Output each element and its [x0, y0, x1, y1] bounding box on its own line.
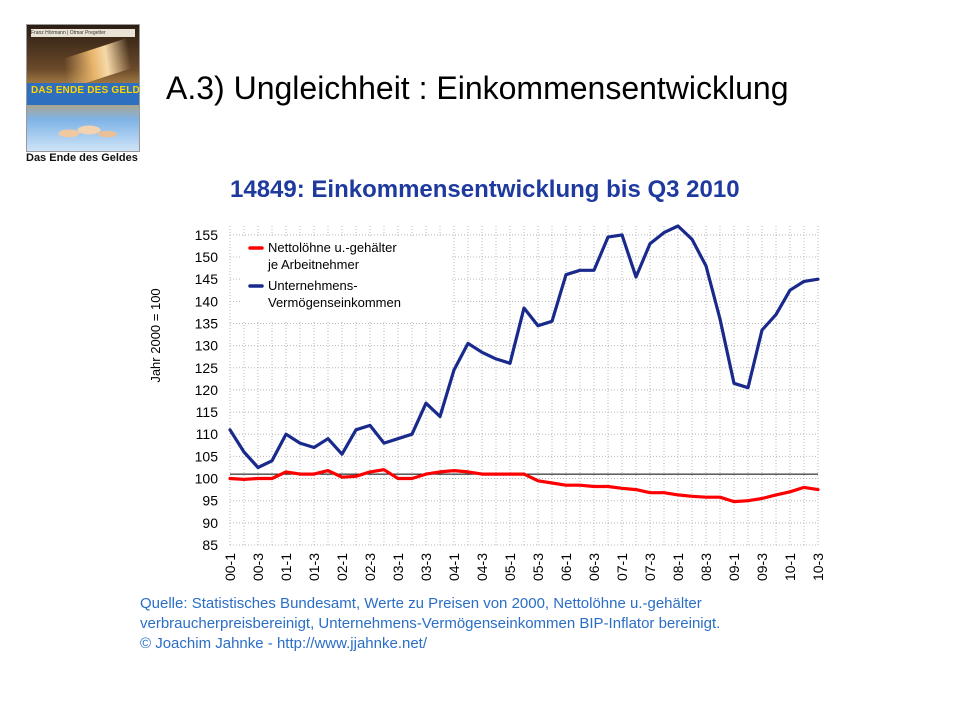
- x-tick-label: 04-3: [474, 553, 490, 581]
- y-tick-label: 155: [195, 227, 219, 243]
- y-tick-label: 145: [195, 271, 219, 287]
- book-cover-band: [27, 83, 139, 105]
- y-tick-label: 110: [196, 426, 219, 442]
- chart-legend: Nettolöhne u.-gehälter je Arbeitnehmer Unt…: [240, 236, 452, 320]
- source-line-1: Quelle: Statistisches Bundesamt, Werte z…: [140, 595, 702, 612]
- x-tick-label: 02-1: [334, 553, 350, 581]
- x-tick-label: 03-1: [390, 553, 406, 581]
- x-tick-label: 05-3: [530, 553, 546, 581]
- legend-label: Nettolöhne u.-gehälter: [268, 240, 397, 255]
- y-tick-label: 95: [202, 493, 218, 509]
- x-tick-label: 08-1: [670, 553, 686, 581]
- y-tick-label: 130: [195, 338, 219, 354]
- y-axis-title: Jahr 2000 = 100: [148, 288, 163, 382]
- x-tick-label: 06-1: [558, 553, 574, 581]
- chart-axes: 85 90 95 100 105 110 115 120 125 130 135 140 145 150 1…: [148, 227, 826, 581]
- book-cover-authors: Franz Hörmann | Otmar Pregetter: [31, 29, 135, 37]
- x-tick-label: 00-1: [222, 553, 238, 581]
- x-tick-label: 00-3: [250, 553, 266, 581]
- x-tick-label: 07-1: [614, 553, 630, 581]
- legend-label: je Arbeitnehmer: [267, 257, 360, 272]
- x-tick-label: 02-3: [362, 553, 378, 581]
- source-note: Quelle: Statistisches Bundesamt, Werte z…: [140, 594, 720, 654]
- book-cover-title: DAS ENDE DES GELDES: [31, 85, 140, 96]
- y-tick-label: 150: [195, 249, 219, 265]
- x-tick-label: 10-1: [782, 553, 798, 581]
- x-tick-label: 10-3: [810, 553, 826, 581]
- x-tick-label: 07-3: [642, 553, 658, 581]
- legend-label: Unternehmens-: [268, 278, 358, 293]
- x-tick-label: 05-1: [502, 553, 518, 581]
- source-line-3: © Joachim Jahnke - http://www.jjahnke.ne…: [140, 635, 428, 652]
- x-tick-label: 09-3: [754, 553, 770, 581]
- x-tick-label: 01-1: [278, 553, 294, 581]
- series-line-unternehmenseinkommen: [228, 224, 820, 470]
- y-tick-label: 135: [195, 315, 219, 331]
- x-tick-label: 08-3: [698, 553, 714, 581]
- book-caption: Das Ende des Geldes: [26, 152, 138, 164]
- book-cover-image: Franz Hörmann | Otmar Pregetter DAS ENDE…: [26, 24, 140, 152]
- series-line-nettoloehne: [228, 468, 820, 504]
- chart-title: 14849: Einkommensentwicklung bis Q3 2010: [230, 176, 740, 203]
- y-tick-label: 140: [195, 293, 219, 309]
- legend-label: Vermögenseinkommen: [268, 295, 401, 310]
- slide-title: A.3) Ungleichheit : Einkommensentwicklun…: [166, 70, 789, 106]
- y-tick-label: 105: [195, 448, 219, 464]
- x-tick-label: 09-1: [726, 553, 742, 581]
- y-tick-label: 90: [202, 515, 218, 531]
- book-cover-people-graphic: [45, 113, 125, 147]
- x-tick-label: 06-3: [586, 553, 602, 581]
- legend-box: [240, 236, 452, 320]
- x-tick-label: 04-1: [446, 553, 462, 581]
- y-tick-label: 115: [196, 404, 219, 420]
- y-tick-label: 100: [195, 471, 219, 487]
- y-tick-label: 85: [202, 537, 218, 553]
- y-tick-label: 120: [195, 382, 219, 398]
- x-tick-label: 03-3: [418, 553, 434, 581]
- x-tick-label: 01-3: [306, 553, 322, 581]
- source-line-2: verbraucherpreisbereinigt, Unternehmens-…: [140, 615, 721, 632]
- y-tick-label: 125: [195, 360, 219, 376]
- chart-series: [228, 224, 820, 504]
